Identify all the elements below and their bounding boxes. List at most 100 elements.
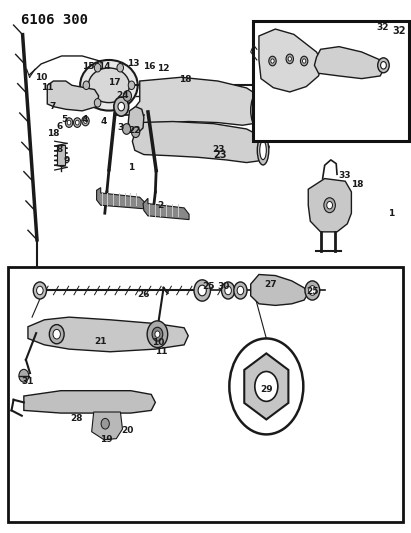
Text: 16: 16 xyxy=(143,62,155,70)
Bar xyxy=(57,145,65,165)
Circle shape xyxy=(101,418,109,429)
Polygon shape xyxy=(308,179,351,232)
Circle shape xyxy=(49,325,64,344)
Circle shape xyxy=(152,327,163,341)
Text: 28: 28 xyxy=(70,414,82,423)
Circle shape xyxy=(53,329,60,339)
Circle shape xyxy=(229,338,303,434)
Text: 22: 22 xyxy=(129,126,141,135)
Text: 17: 17 xyxy=(108,78,120,87)
Circle shape xyxy=(271,59,274,63)
Polygon shape xyxy=(314,47,384,79)
Circle shape xyxy=(225,286,231,295)
Text: 6: 6 xyxy=(56,123,63,131)
Text: 31: 31 xyxy=(22,377,34,385)
Polygon shape xyxy=(47,81,99,111)
Circle shape xyxy=(74,118,81,127)
Polygon shape xyxy=(259,29,323,92)
Text: 25: 25 xyxy=(203,282,215,290)
Circle shape xyxy=(194,280,210,301)
Circle shape xyxy=(222,282,235,299)
Polygon shape xyxy=(244,353,289,419)
Circle shape xyxy=(147,321,168,348)
Text: 25: 25 xyxy=(306,287,319,296)
Circle shape xyxy=(67,120,71,125)
Circle shape xyxy=(94,99,101,107)
Text: 14: 14 xyxy=(99,62,111,71)
Text: 18: 18 xyxy=(351,180,364,189)
Ellipse shape xyxy=(260,141,266,160)
Text: 29: 29 xyxy=(260,385,272,393)
Text: 11: 11 xyxy=(155,348,167,356)
Circle shape xyxy=(286,54,293,64)
Polygon shape xyxy=(24,391,155,413)
Circle shape xyxy=(305,281,320,300)
Polygon shape xyxy=(128,107,144,133)
Polygon shape xyxy=(251,274,308,305)
Circle shape xyxy=(269,56,276,66)
Text: 9: 9 xyxy=(63,157,70,165)
Text: 12: 12 xyxy=(157,64,170,72)
Text: 19: 19 xyxy=(100,435,112,444)
Ellipse shape xyxy=(257,136,269,165)
Bar xyxy=(8,266,403,522)
Ellipse shape xyxy=(251,94,263,126)
Text: 7: 7 xyxy=(49,102,56,111)
Circle shape xyxy=(19,369,29,382)
Bar xyxy=(253,21,409,141)
Circle shape xyxy=(155,331,160,337)
Circle shape xyxy=(82,116,89,126)
Circle shape xyxy=(381,62,386,69)
Text: 15: 15 xyxy=(82,62,95,71)
Text: 13: 13 xyxy=(127,60,140,68)
Circle shape xyxy=(95,63,101,72)
Text: 18: 18 xyxy=(179,76,191,84)
Text: 23: 23 xyxy=(213,150,226,160)
Text: 33: 33 xyxy=(338,172,351,180)
Text: 4: 4 xyxy=(101,117,107,126)
Polygon shape xyxy=(97,188,146,209)
Text: 20: 20 xyxy=(121,426,134,435)
Circle shape xyxy=(378,58,389,73)
Text: 1: 1 xyxy=(388,209,395,217)
Circle shape xyxy=(118,102,125,111)
Circle shape xyxy=(117,63,124,72)
Circle shape xyxy=(76,120,79,125)
Text: 30: 30 xyxy=(218,282,230,291)
Circle shape xyxy=(288,57,291,61)
Circle shape xyxy=(65,118,73,127)
Circle shape xyxy=(234,282,247,299)
Circle shape xyxy=(327,201,332,209)
Circle shape xyxy=(255,372,278,401)
Circle shape xyxy=(309,286,316,295)
Text: 4: 4 xyxy=(81,116,88,124)
Text: 27: 27 xyxy=(264,280,277,289)
Ellipse shape xyxy=(80,60,138,111)
Circle shape xyxy=(117,99,124,107)
Polygon shape xyxy=(28,317,188,352)
Circle shape xyxy=(83,81,90,90)
Polygon shape xyxy=(132,122,269,163)
Text: 24: 24 xyxy=(116,92,129,100)
Circle shape xyxy=(128,81,135,90)
Text: 26: 26 xyxy=(137,290,149,298)
Circle shape xyxy=(33,282,46,299)
Circle shape xyxy=(122,124,131,134)
Text: 1: 1 xyxy=(128,164,135,172)
Text: 2: 2 xyxy=(157,201,164,209)
Circle shape xyxy=(198,285,206,296)
Circle shape xyxy=(300,56,308,66)
Text: 11: 11 xyxy=(41,84,53,92)
Circle shape xyxy=(132,127,140,138)
Text: 10: 10 xyxy=(35,73,47,82)
Text: 18: 18 xyxy=(47,129,60,138)
Text: 32: 32 xyxy=(392,26,405,36)
Text: 3: 3 xyxy=(117,124,123,132)
Circle shape xyxy=(123,91,132,101)
Text: 8: 8 xyxy=(56,145,63,154)
Text: 23: 23 xyxy=(212,145,225,154)
Circle shape xyxy=(302,59,306,63)
Circle shape xyxy=(37,286,43,295)
Text: 21: 21 xyxy=(95,337,107,345)
Text: 32: 32 xyxy=(376,23,388,32)
